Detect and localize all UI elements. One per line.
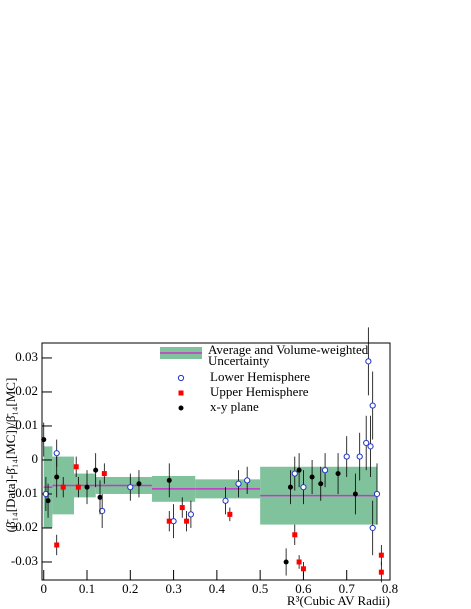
point <box>363 439 370 447</box>
point <box>309 474 315 480</box>
point <box>54 542 60 548</box>
point <box>296 559 302 565</box>
point <box>287 484 293 490</box>
x-axis-label: R³(Cubic AV Radii) <box>287 593 390 608</box>
point <box>367 443 374 450</box>
point <box>99 507 106 515</box>
point <box>60 484 66 490</box>
point <box>343 453 350 460</box>
point <box>369 402 376 409</box>
point <box>101 471 107 477</box>
x-tick-label: 0.4 <box>209 581 226 596</box>
legend-marker <box>178 405 184 411</box>
y-tick-label: -0.02 <box>11 519 38 534</box>
x-tick-label: 0.7 <box>339 581 356 596</box>
point <box>296 467 302 473</box>
legend-label: Lower Hemisphere <box>210 369 310 384</box>
point <box>136 481 142 487</box>
x-tick-label: 0.6 <box>295 581 312 596</box>
x-tick-label: 0.5 <box>252 581 268 596</box>
point <box>365 358 372 365</box>
y-tick-label: -0.01 <box>11 485 38 500</box>
plot-frame <box>41 342 391 581</box>
point <box>321 467 329 474</box>
point <box>54 474 60 480</box>
point <box>292 532 298 538</box>
point <box>291 470 298 477</box>
point <box>127 484 134 491</box>
point <box>222 497 229 504</box>
x-tick-label: 0.3 <box>165 581 181 596</box>
point <box>73 464 79 470</box>
point <box>335 471 341 477</box>
x-tick-label: 0.2 <box>122 581 138 596</box>
point <box>93 467 99 473</box>
point <box>300 566 306 572</box>
y-axis-label: (β̄₁₄[Data]-β̄₁₄[MC])/β̄₁₄[MC] <box>3 378 18 533</box>
point <box>166 518 172 524</box>
point <box>283 559 289 565</box>
point <box>356 453 363 460</box>
x-tick-label: 0.8 <box>382 581 398 596</box>
point <box>166 477 172 483</box>
legend-average-wrap: Average and Volume-weighted Uncertainty <box>208 344 369 368</box>
point <box>41 437 47 443</box>
y-tick-label: -0.03 <box>11 553 38 568</box>
legend-label: Upper Hemisphere <box>210 384 309 399</box>
point <box>75 484 81 490</box>
legend-marker <box>178 390 184 396</box>
point <box>235 480 242 487</box>
point <box>42 490 49 498</box>
point <box>84 484 90 490</box>
point <box>227 511 233 517</box>
point <box>352 491 358 497</box>
y-tick-label: 0.01 <box>15 417 38 432</box>
point <box>179 505 185 511</box>
point <box>244 477 251 484</box>
point <box>187 511 194 518</box>
point <box>300 484 307 491</box>
point <box>97 494 103 500</box>
legend-marker <box>177 374 185 382</box>
legend-label: x-y plane <box>210 399 259 414</box>
x-tick-label: 0.1 <box>79 581 95 596</box>
point <box>369 524 376 532</box>
point <box>318 481 324 487</box>
point <box>53 450 60 457</box>
point <box>45 498 51 504</box>
point <box>170 518 177 525</box>
point <box>378 552 384 558</box>
y-tick-label: 0 <box>32 451 39 466</box>
legend-average-label: Average and Volume-weighted Uncertainty <box>208 344 369 368</box>
point <box>373 490 381 498</box>
point <box>184 518 190 524</box>
x-tick-label: 0 <box>40 581 47 596</box>
point <box>378 569 384 575</box>
y-tick-label: 0.02 <box>15 383 38 398</box>
y-tick-label: 0.03 <box>15 349 38 364</box>
